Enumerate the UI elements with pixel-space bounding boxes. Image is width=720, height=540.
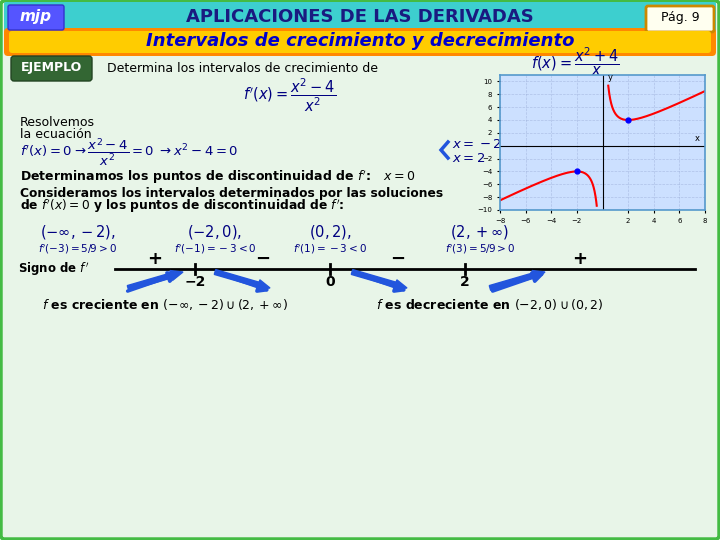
FancyBboxPatch shape [646, 6, 714, 32]
Text: $f'(-3)=5/9>0$: $f'(-3)=5/9>0$ [38, 242, 117, 256]
FancyBboxPatch shape [11, 56, 92, 81]
Text: mjp: mjp [20, 10, 52, 24]
FancyBboxPatch shape [8, 5, 64, 30]
Text: −: − [256, 250, 271, 268]
Text: $(2,+\infty)$: $(2,+\infty)$ [451, 223, 510, 241]
Polygon shape [351, 269, 407, 289]
Text: Resolvemos: Resolvemos [20, 116, 95, 129]
Text: +: + [148, 250, 163, 268]
Text: $f$ es creciente en $(-\infty,-2)\cup(2,+\infty)$: $f$ es creciente en $(-\infty,-2)\cup(2,… [42, 298, 288, 313]
Text: $f$ es decreciente en $(-2,0)\cup(0,2)$: $f$ es decreciente en $(-2,0)\cup(0,2)$ [376, 298, 604, 313]
Text: $f'(x)=\dfrac{x^2-4}{x^2}$: $f'(x)=\dfrac{x^2-4}{x^2}$ [243, 76, 336, 114]
Text: −: − [390, 250, 405, 268]
Text: la ecuación: la ecuación [20, 127, 91, 140]
Text: $f(x)=\dfrac{x^2+4}{x}$: $f(x)=\dfrac{x^2+4}{x}$ [531, 46, 619, 78]
FancyBboxPatch shape [4, 2, 716, 32]
Text: $f'(x)=0\to\dfrac{x^2-4}{x^2}=0\;\to x^2-4=0$: $f'(x)=0\to\dfrac{x^2-4}{x^2}=0\;\to x^2… [20, 136, 238, 168]
Text: $(-\infty,-2),$: $(-\infty,-2),$ [40, 223, 116, 241]
Text: Pág. 9: Pág. 9 [661, 11, 699, 24]
Text: de $f'(x)=0$ y los puntos de discontinuidad de $f'$:: de $f'(x)=0$ y los puntos de discontinui… [20, 197, 344, 215]
Text: Determinamos los puntos de discontinuidad de $f'$:   $x=0$: Determinamos los puntos de discontinuida… [20, 168, 415, 186]
Text: 2: 2 [460, 275, 470, 289]
Text: $x=-2$: $x=-2$ [452, 138, 502, 151]
Text: $f'(3)=5/9>0$: $f'(3)=5/9>0$ [445, 242, 516, 256]
Polygon shape [490, 271, 545, 291]
Text: −2: −2 [184, 275, 206, 289]
Text: $(-2,0),$: $(-2,0),$ [187, 223, 243, 241]
Text: Intervalos de crecimiento y decrecimiento: Intervalos de crecimiento y decrecimient… [145, 32, 575, 50]
Text: $f'(-1)=-3<0$: $f'(-1)=-3<0$ [174, 242, 256, 256]
Text: y: y [608, 73, 613, 82]
Text: 0: 0 [325, 275, 335, 289]
Text: $x=2$: $x=2$ [452, 152, 485, 165]
Text: Determina los intervalos de crecimiento de: Determina los intervalos de crecimiento … [107, 62, 378, 75]
Polygon shape [215, 269, 270, 289]
Text: APLICACIONES DE LAS DERIVADAS: APLICACIONES DE LAS DERIVADAS [186, 8, 534, 26]
Text: EJEMPLO: EJEMPLO [20, 62, 81, 75]
Text: $(0,2),$: $(0,2),$ [309, 223, 351, 241]
Text: Signo de $f'$: Signo de $f'$ [18, 260, 89, 278]
Text: $f'(1)=-3<0$: $f'(1)=-3<0$ [293, 242, 367, 256]
Text: Consideramos los intervalos determinados por las soluciones: Consideramos los intervalos determinados… [20, 186, 443, 199]
Polygon shape [127, 271, 183, 291]
FancyBboxPatch shape [4, 28, 716, 56]
Text: x: x [695, 133, 700, 143]
Text: +: + [572, 250, 588, 268]
FancyBboxPatch shape [9, 31, 711, 53]
